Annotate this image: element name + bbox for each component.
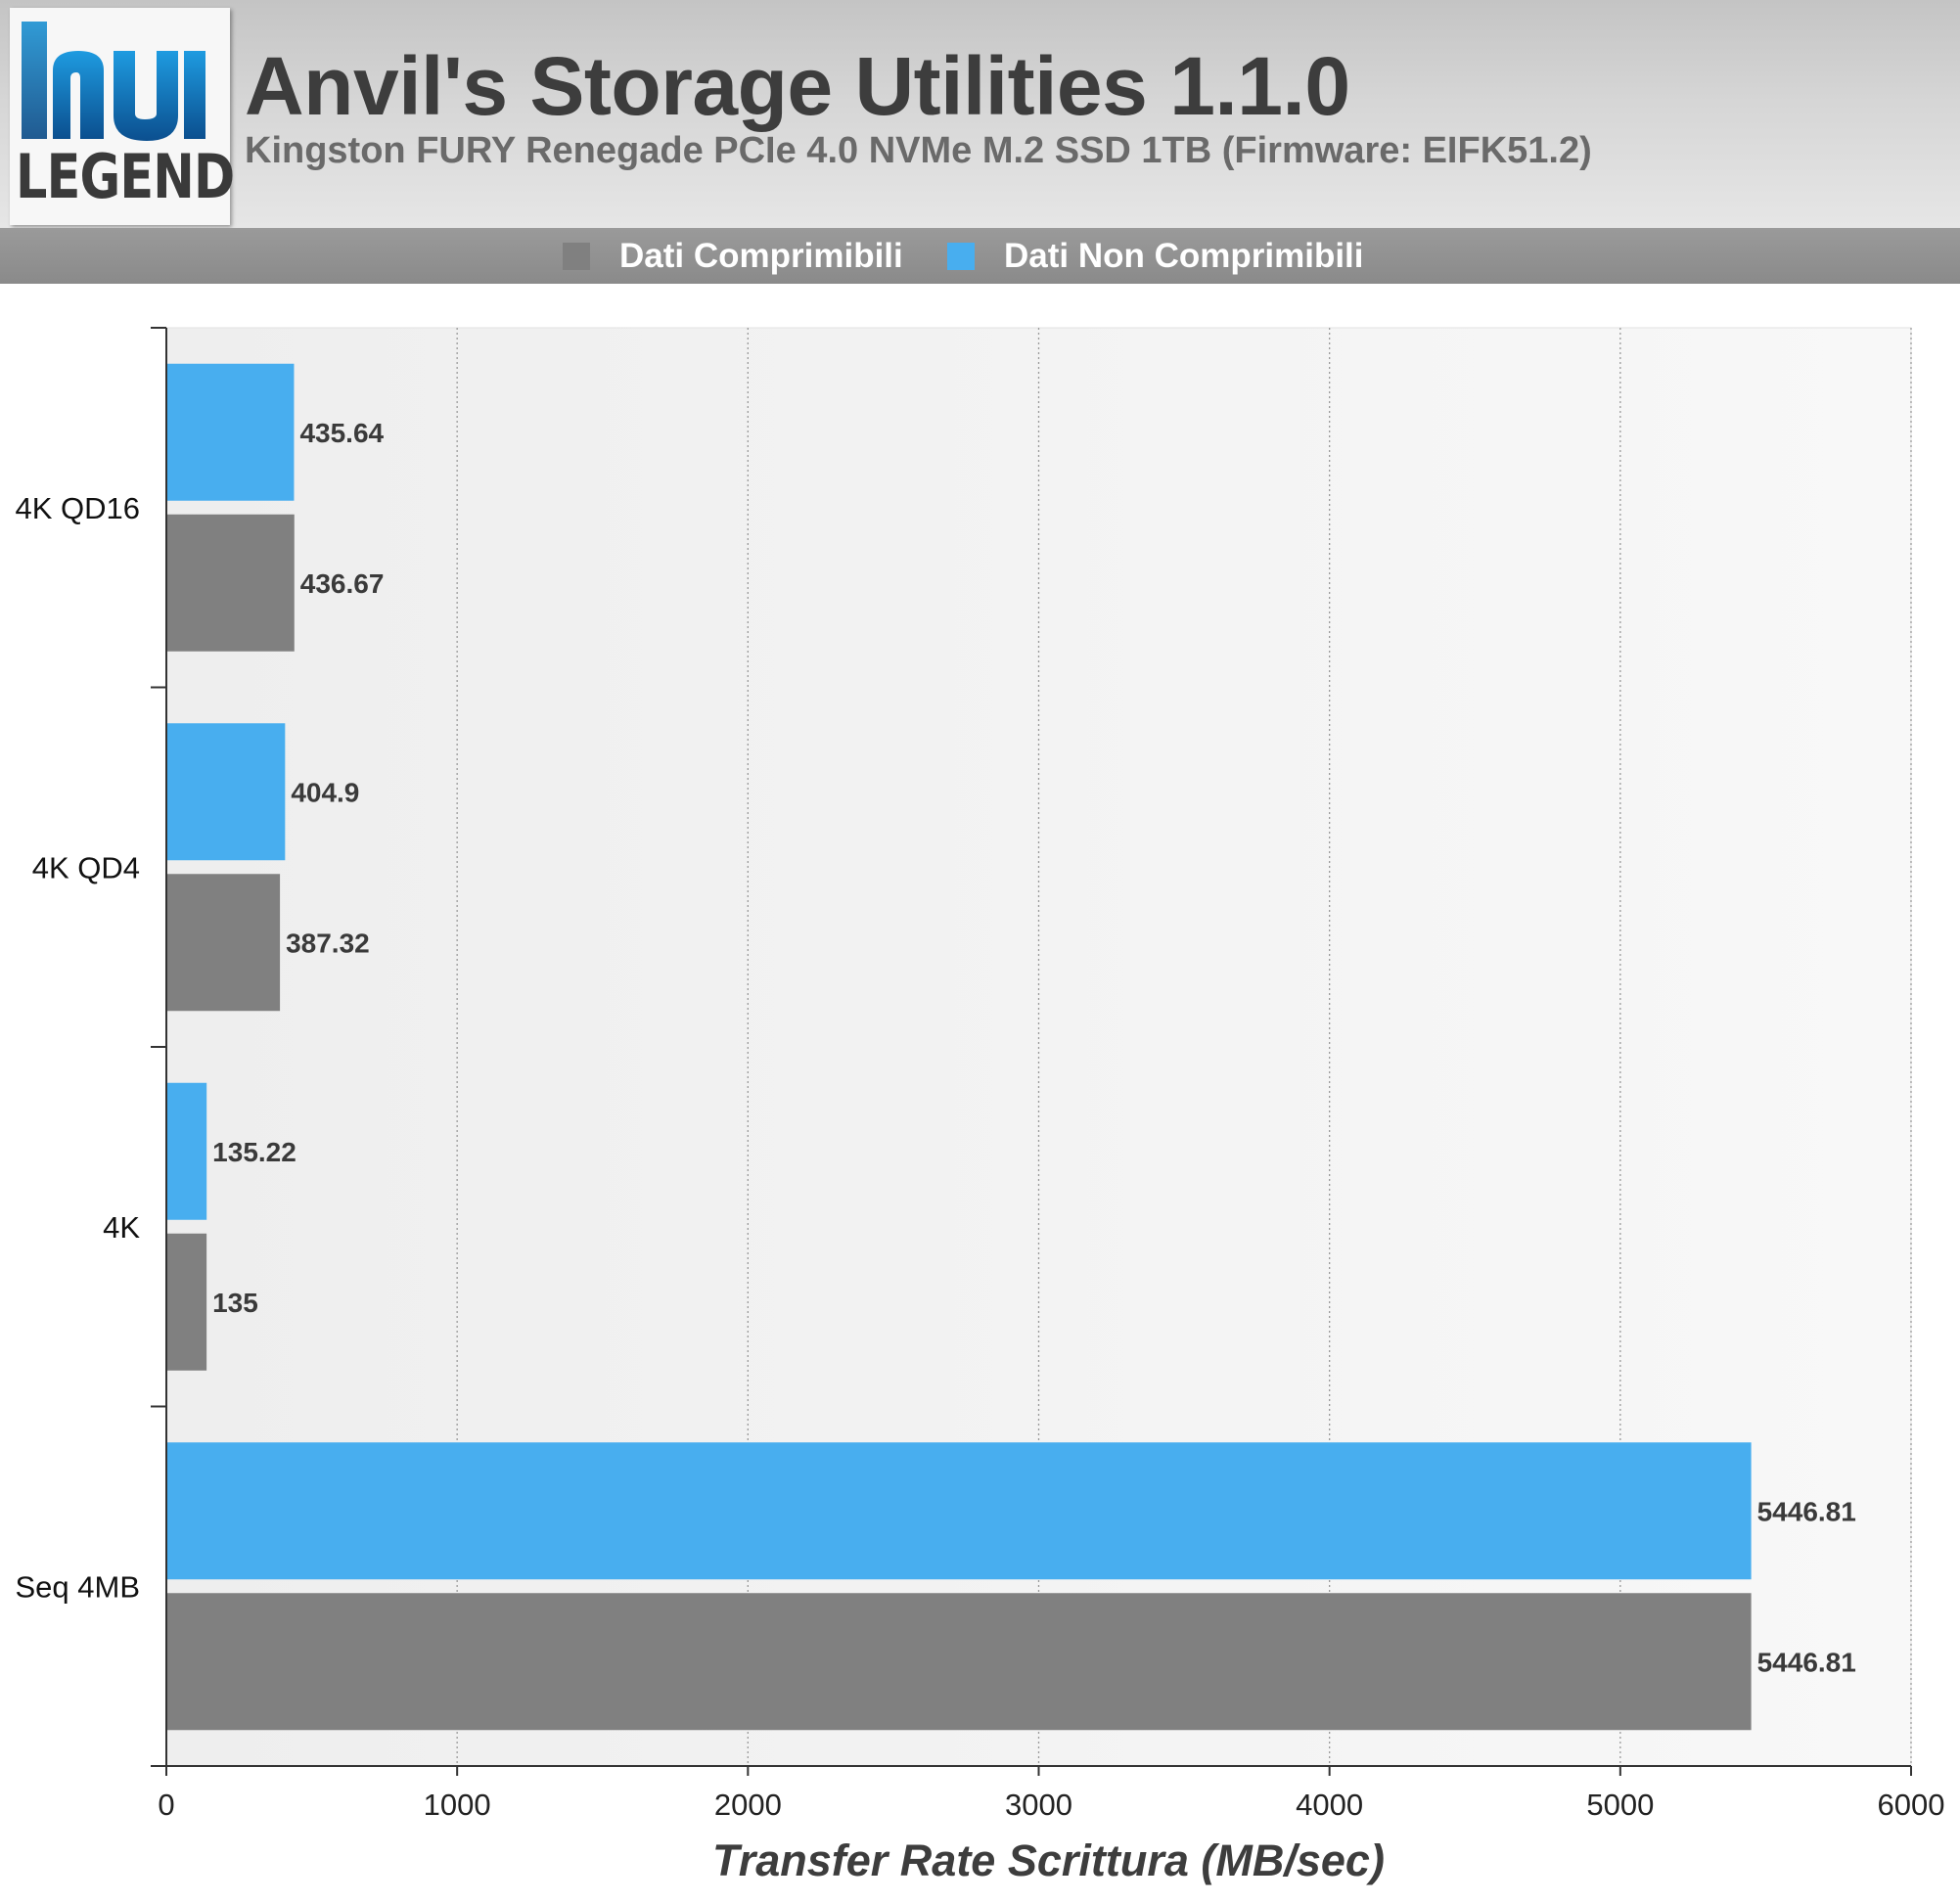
legend-item-compressible: Dati Comprimibili <box>563 228 903 284</box>
data-label-compressible-0: 436.67 <box>300 568 385 599</box>
category-label-1: 4K QD4 <box>32 850 140 884</box>
data-label-incompressible-2: 135.22 <box>212 1137 296 1167</box>
x-axis-title: Transfer Rate Scrittura (MB/sec) <box>712 1835 1385 1885</box>
data-label-compressible-1: 387.32 <box>286 928 370 958</box>
chart-subtitle: Kingston FURY Renegade PCIe 4.0 NVMe M.2… <box>245 130 1592 171</box>
bar-incompressible-1 <box>167 723 286 861</box>
category-label-3: Seq 4MB <box>15 1569 140 1604</box>
legend-label-compressible: Dati Comprimibili <box>619 236 903 275</box>
x-tick-label-3000: 3000 <box>1005 1788 1072 1822</box>
data-label-incompressible-0: 435.64 <box>299 418 384 448</box>
bar-incompressible-0 <box>167 363 295 501</box>
chart-title: Anvil's Storage Utilities 1.1.0 <box>245 40 1350 132</box>
chart-legend: Dati Comprimibili Dati Non Comprimibili <box>0 228 1960 284</box>
category-label-0: 4K QD16 <box>15 491 140 525</box>
site-logo: LEGEND <box>10 8 235 225</box>
x-tick-label-6000: 6000 <box>1878 1788 1945 1822</box>
legend-swatch-incompressible <box>947 242 975 270</box>
x-tick-label-5000: 5000 <box>1586 1788 1654 1822</box>
bar-incompressible-2 <box>167 1082 207 1220</box>
bar-incompressible-3 <box>167 1442 1752 1580</box>
chart-header: LEGEND Anvil's Storage Utilities 1.1.0 K… <box>0 0 1960 228</box>
data-label-incompressible-3: 5446.81 <box>1757 1496 1856 1526</box>
x-tick-label-2000: 2000 <box>714 1788 782 1822</box>
data-label-incompressible-1: 404.9 <box>291 777 359 807</box>
x-tick-label-1000: 1000 <box>424 1788 491 1822</box>
x-tick-label-4000: 4000 <box>1296 1788 1363 1822</box>
hwlegend-logo-icon <box>22 22 205 141</box>
bar-compressible-3 <box>167 1593 1752 1731</box>
x-tick-label-0: 0 <box>158 1788 174 1822</box>
data-label-compressible-2: 135 <box>212 1288 258 1318</box>
bar-compressible-1 <box>167 874 281 1012</box>
legend-swatch-compressible <box>563 242 590 270</box>
data-label-compressible-3: 5446.81 <box>1757 1647 1856 1677</box>
legend-item-incompressible: Dati Non Comprimibili <box>947 228 1364 284</box>
bar-compressible-0 <box>167 514 295 652</box>
legend-label-incompressible: Dati Non Comprimibili <box>1004 236 1364 275</box>
bar-compressible-2 <box>167 1233 207 1371</box>
category-label-2: 4K <box>103 1210 140 1245</box>
